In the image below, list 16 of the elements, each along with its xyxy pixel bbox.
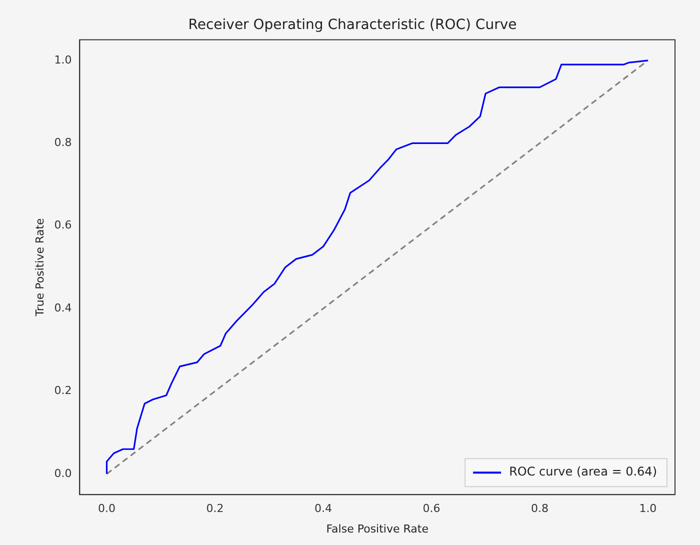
y-tick-label: 0.2 (54, 384, 72, 398)
x-tick-label: 0.8 (530, 502, 548, 516)
x-tick-label: 1.0 (639, 502, 657, 516)
x-tick-label: 0.6 (422, 502, 440, 516)
legend-label: ROC curve (area = 0.64) (509, 464, 657, 479)
x-tick-label: 0.0 (98, 502, 116, 516)
y-tick-label: 0.8 (54, 136, 72, 150)
y-tick-label: 0.4 (54, 301, 72, 314)
x-tick-label: 0.4 (314, 502, 332, 516)
y-tick-label: 0.0 (54, 466, 72, 480)
chart-title: Receiver Operating Characteristic (ROC) Curve (188, 17, 517, 34)
y-tick-label: 0.6 (54, 218, 72, 232)
x-axis-title: False Positive Rate (326, 522, 429, 536)
y-axis-title: True Positive Rate (33, 218, 46, 318)
x-tick-label: 0.2 (206, 502, 224, 516)
y-tick-label: 1.0 (54, 53, 72, 66)
